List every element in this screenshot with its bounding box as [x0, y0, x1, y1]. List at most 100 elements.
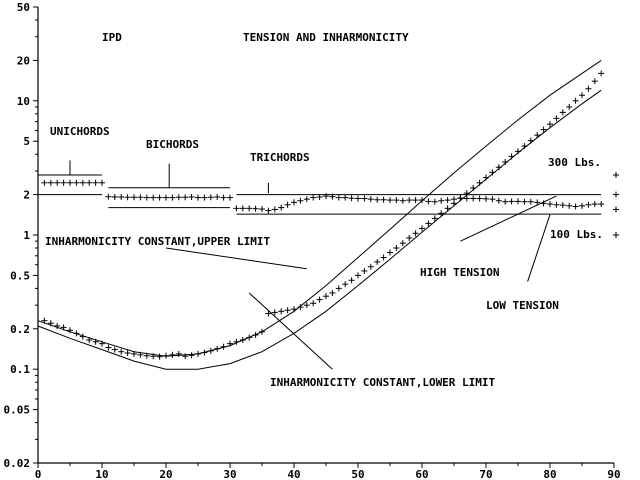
data-point	[195, 194, 201, 201]
data-point	[387, 197, 393, 204]
data-point	[425, 198, 432, 205]
annotation-leader-upper	[165, 247, 307, 270]
data-point	[463, 195, 470, 202]
markers	[41, 70, 605, 360]
data-point	[438, 210, 445, 217]
data-point	[521, 143, 528, 150]
data-point	[182, 353, 189, 360]
x-tick-label: 80	[543, 468, 556, 480]
data-point	[252, 205, 259, 212]
data-point	[99, 179, 105, 186]
data-point	[265, 207, 272, 214]
data-point	[374, 258, 381, 265]
data-point	[380, 254, 387, 261]
x-tick-label: 70	[479, 468, 492, 480]
data-point	[239, 337, 246, 344]
data-point	[502, 158, 509, 165]
data-point	[233, 338, 240, 345]
data-point	[431, 198, 438, 205]
annotation-label-bichords: BICHORDS	[146, 138, 199, 151]
data-point	[118, 193, 125, 200]
data-point	[99, 340, 105, 347]
axes: 0.02 0.05 0.1 0.2 0.5 1 2 5 10 20 50 0 10 20 30 40 50 60 7…	[4, 1, 621, 480]
data-point	[342, 281, 349, 288]
data-point	[566, 103, 573, 110]
data-point	[591, 201, 598, 208]
data-point	[598, 201, 605, 208]
data-point	[163, 194, 169, 201]
right-scale-label: 100 Lbs.	[550, 228, 603, 241]
data-point	[271, 309, 278, 316]
right-scale-tick	[613, 191, 619, 198]
data-point	[348, 195, 355, 202]
data-point	[534, 199, 541, 206]
data-point	[419, 197, 425, 204]
data-point	[335, 194, 342, 201]
y-tick-label: 5	[23, 135, 30, 148]
data-point	[598, 70, 605, 77]
data-point	[374, 196, 381, 203]
data-point	[239, 205, 246, 212]
annotation-label-low: LOW TENSION	[486, 299, 559, 312]
data-point	[547, 121, 553, 128]
y-tick-label: 50	[17, 1, 30, 14]
data-point	[143, 352, 150, 359]
annotations: UNICHORDS BICHORDS TRICHORDS INHARMONICITY …	[45, 125, 559, 389]
data-point	[201, 194, 208, 201]
data-point	[169, 351, 176, 358]
data-point	[559, 202, 566, 209]
data-point	[412, 197, 419, 204]
data-point	[419, 225, 425, 232]
data-point	[579, 202, 585, 209]
data-point	[271, 206, 278, 213]
data-point	[572, 203, 579, 210]
data-point	[316, 296, 323, 303]
data-point	[92, 338, 99, 345]
data-point	[553, 201, 560, 208]
x-tick-label: 60	[415, 468, 428, 480]
data-point	[591, 78, 598, 85]
data-point	[175, 194, 182, 201]
y-tick-label: 0.1	[10, 363, 30, 376]
data-point	[79, 333, 86, 340]
data-point	[131, 194, 137, 201]
data-point	[348, 277, 355, 284]
data-point	[335, 285, 342, 292]
data-point	[137, 351, 144, 358]
data-point	[246, 334, 253, 341]
data-point	[188, 352, 195, 359]
data-point	[175, 350, 182, 357]
data-point	[406, 197, 413, 204]
data-point	[489, 196, 496, 203]
y-tick-label: 0.5	[10, 269, 30, 282]
data-point	[291, 306, 297, 313]
data-point	[124, 350, 131, 357]
data-point	[489, 169, 496, 176]
data-point	[47, 320, 54, 327]
data-point	[566, 202, 573, 209]
data-point	[41, 179, 48, 186]
annotation-leader-high	[460, 195, 557, 242]
data-point	[252, 331, 259, 338]
y-tick-label: 0.02	[4, 457, 31, 470]
data-point	[425, 220, 432, 227]
data-point	[214, 345, 221, 352]
data-point	[118, 348, 125, 355]
y-tick-label: 0.05	[4, 404, 31, 417]
data-point	[355, 195, 361, 202]
data-point	[515, 148, 521, 155]
data-point	[444, 197, 451, 204]
chart-title: TENSION AND INHARMONICITY	[243, 31, 409, 44]
data-point	[67, 179, 73, 186]
data-point	[284, 201, 291, 208]
data-point	[355, 272, 361, 279]
data-point	[572, 97, 579, 104]
data-point	[86, 179, 93, 186]
data-point	[227, 194, 233, 201]
x-tick-label: 40	[287, 468, 300, 480]
data-point	[201, 349, 208, 356]
data-point	[527, 137, 534, 144]
data-point	[310, 300, 317, 307]
data-point	[585, 85, 592, 92]
